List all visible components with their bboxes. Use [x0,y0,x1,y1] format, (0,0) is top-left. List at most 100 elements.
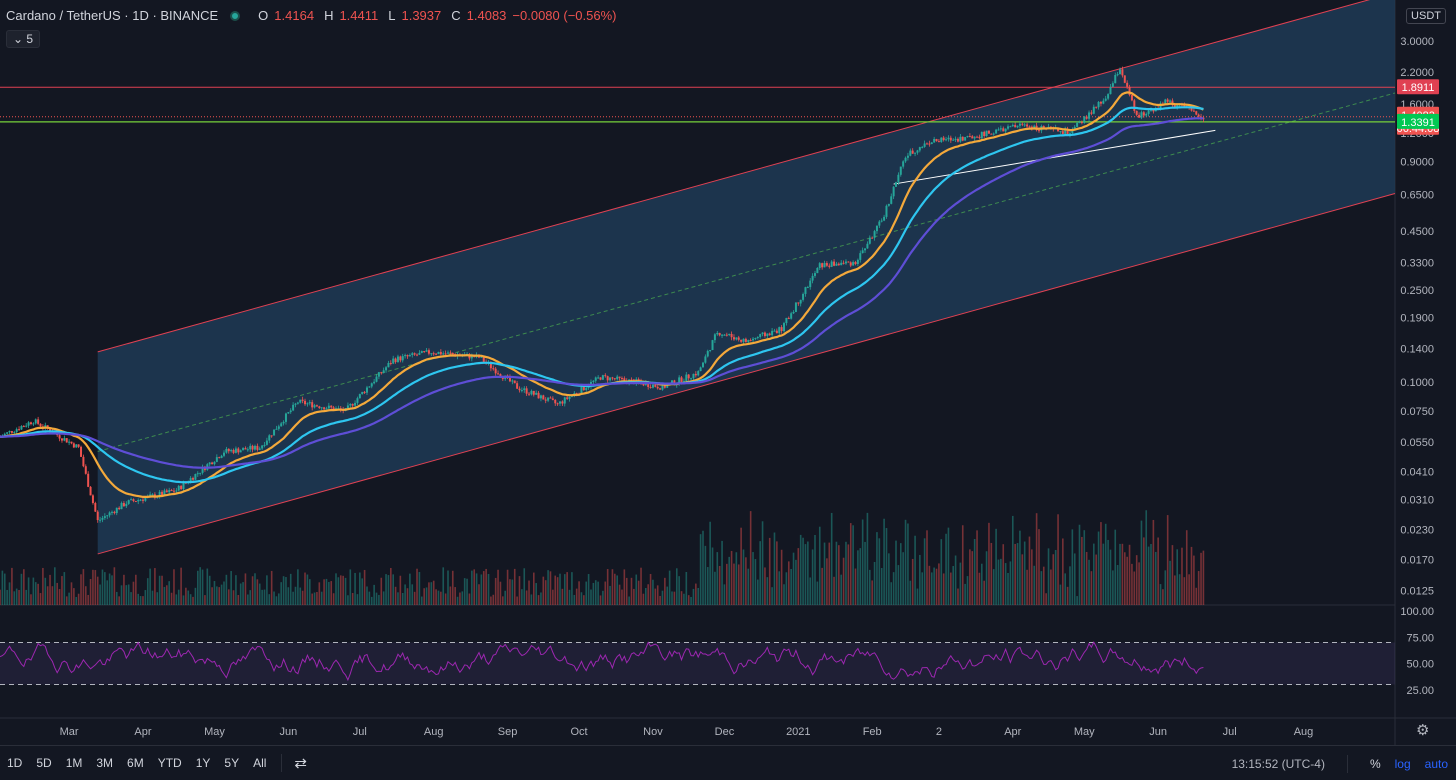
settings-gear-icon[interactable]: ⚙ [1416,722,1430,739]
candle-body [84,466,87,474]
candle-body [987,130,990,134]
timeframe-5d-button[interactable]: 5D [36,756,52,770]
candle-body [39,423,42,427]
volume-bar [756,579,759,605]
timeframe-3m-button[interactable]: 3M [96,756,114,770]
candle-body [813,273,816,276]
candle-body [356,398,359,403]
candle-body [385,367,388,371]
volume-bar [106,580,109,605]
candle-body [273,429,276,436]
volume-bar [1145,510,1148,605]
volume-bar [213,581,216,605]
close-value: 1.4083 [466,8,507,23]
candle-body [177,485,180,491]
candle-body [701,362,704,368]
candle-body [242,448,245,451]
candle-body [113,511,116,514]
volume-bar [263,589,266,605]
volume-bar [1,570,4,605]
volume-bar [397,592,399,605]
candle-body [22,426,25,428]
trend-line[interactable] [893,129,1216,185]
volume-bar [847,544,850,605]
timeframe-6m-button[interactable]: 6M [127,756,144,770]
candle-body [830,261,833,267]
candle-body [1009,126,1012,128]
candle-body [802,293,805,300]
volume-bar [139,596,142,605]
volume-bar [966,576,969,605]
volume-bar [561,588,564,605]
candle-body [320,407,323,409]
clock-timezone[interactable]: 13:15:52 (UTC-4) [1231,756,1325,771]
volume-bar [1090,571,1093,605]
volume-bar [189,594,192,605]
volume-bar [606,569,609,605]
price-tick-label: 0.6500 [1400,189,1434,201]
candle-body [1111,83,1114,87]
candle-body [289,410,292,413]
volume-bar [1200,552,1202,605]
candle-body [141,499,144,501]
candle-body [149,494,152,496]
volume-bar [306,574,309,605]
channel-lower-line[interactable] [97,193,1396,555]
candle-body [82,456,85,467]
candle-body [749,340,752,342]
volume-bar [575,588,578,605]
candle-body [1095,106,1098,108]
volume-bar [77,593,80,605]
volume-bar [1174,575,1176,605]
timeframe-1d-button[interactable]: 1D [7,756,23,770]
volume-bar [807,541,809,605]
volume-bar [416,568,418,605]
volume-bar [375,592,378,605]
volume-bar [451,570,454,605]
volume-bar [418,572,421,605]
go-to-date-icon[interactable]: ⇄ [294,755,307,772]
candle-body [685,374,688,381]
candle-body [497,373,500,375]
timeframe-1y-button[interactable]: 1Y [195,756,211,770]
volume-bar [1169,560,1171,605]
candle-body [6,432,9,434]
open-value: 1.4164 [274,8,315,23]
candle-body [249,445,252,450]
candle-body [1114,75,1117,84]
volume-bar [787,561,790,605]
volume-bar [1052,554,1055,605]
volume-bar [146,578,149,605]
percent-scale-toggle[interactable]: % [1369,756,1381,771]
auto-scale-toggle[interactable]: auto [1424,756,1448,771]
currency-button[interactable]: USDT [1406,8,1446,24]
symbol-title[interactable]: Cardano / TetherUS · 1D · BINANCE [6,8,219,23]
candle-body [1071,129,1074,134]
indicators-toggle-button[interactable]: ⌄ 5 [6,30,41,48]
candle-body [144,497,147,501]
volume-bar [1023,541,1026,605]
candle-body [151,494,154,496]
timeframe-1m-button[interactable]: 1M [65,756,83,770]
timeframe-all-button[interactable]: All [253,756,267,770]
volume-bar [461,591,464,605]
candle-body [180,485,183,490]
timeframe-5y-button[interactable]: 5Y [224,756,240,770]
timeframe-ytd-button[interactable]: YTD [157,756,182,770]
volume-bar [840,574,843,605]
candle-body [747,340,750,343]
volume-bar [790,568,792,605]
volume-bar [628,596,630,605]
volume-bar [1040,571,1043,605]
volume-bar [1050,569,1052,605]
candle-body [580,386,583,394]
candle-body [551,398,554,400]
volume-bar [311,593,313,605]
volume-bar [525,590,528,605]
volume-bar [258,583,261,605]
candle-body [101,517,104,520]
log-scale-toggle[interactable]: log [1394,756,1411,771]
channel-upper-line[interactable] [97,0,1395,353]
